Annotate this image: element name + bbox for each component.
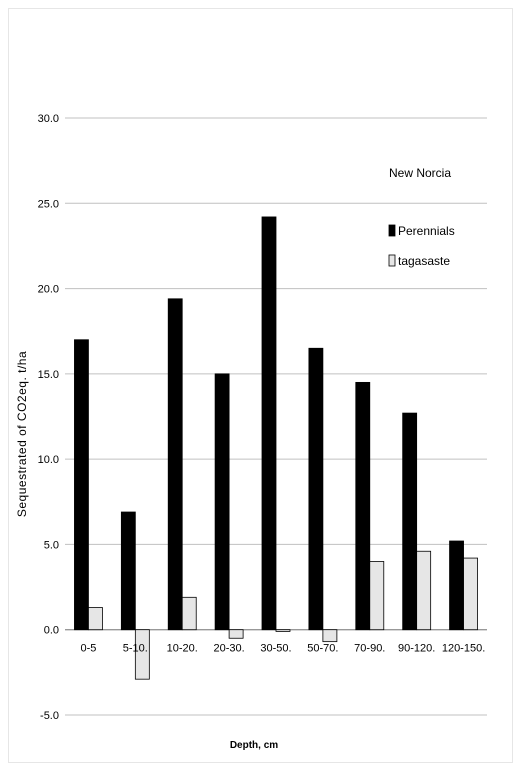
x-tick-label: 5-10. bbox=[123, 643, 148, 655]
legend-swatch bbox=[388, 254, 396, 267]
legend-swatch bbox=[388, 224, 396, 237]
bar-perennials bbox=[167, 298, 183, 631]
bar-tagasaste bbox=[369, 561, 385, 631]
x-tick-label: 90-120. bbox=[398, 643, 435, 655]
y-tick-label: 0.0 bbox=[44, 625, 59, 637]
bar-chart: -5.0 0.0 5.0 10.0 15.0 20.0 25.0 30.0 0-5 5-10. 1… bbox=[15, 113, 487, 751]
legend-label: tagasaste bbox=[398, 254, 450, 268]
x-tick-label: 120-150. bbox=[442, 643, 485, 655]
y-tick-label: 10.0 bbox=[38, 454, 59, 466]
bar-tagasaste bbox=[228, 629, 244, 639]
y-tick-label: 20.0 bbox=[38, 284, 59, 296]
bar-tagasaste bbox=[181, 596, 197, 631]
bar-perennials bbox=[261, 216, 277, 631]
x-tick-label: 70-90. bbox=[354, 643, 385, 655]
x-axis-ticks: 0-5 5-10. 10-20. 20-30. 30-50. 50-70. 70-90. 90… bbox=[80, 643, 485, 655]
bar-perennials bbox=[74, 339, 89, 631]
y-tick-label: 30.0 bbox=[38, 113, 59, 125]
bar-tagasaste bbox=[322, 629, 338, 643]
bar-perennials bbox=[308, 347, 324, 631]
x-tick-label: 30-50. bbox=[260, 643, 291, 655]
chart-frame: -5.0 0.0 5.0 10.0 15.0 20.0 25.0 30.0 0-5 5-10. 1… bbox=[8, 8, 513, 763]
bar-perennials bbox=[355, 381, 371, 631]
x-tick-label: 20-30. bbox=[214, 643, 245, 655]
bar-perennials bbox=[214, 373, 230, 631]
bar-perennials bbox=[449, 540, 464, 631]
bar-tagasaste bbox=[275, 629, 291, 632]
y-tick-label: 25.0 bbox=[38, 198, 59, 210]
y-tick-label: 15.0 bbox=[38, 369, 59, 381]
y-axis-title: Sequestrated of CO2eq. t/ha bbox=[15, 351, 29, 517]
y-tick-label: -5.0 bbox=[40, 710, 59, 722]
x-tick-label: 50-70. bbox=[307, 643, 338, 655]
bar-tagasaste bbox=[134, 629, 150, 680]
bar-tagasaste bbox=[88, 607, 103, 631]
bar-tagasaste bbox=[463, 557, 478, 631]
bar-perennials bbox=[402, 412, 418, 631]
bar-tagasaste bbox=[416, 550, 432, 631]
bars bbox=[74, 216, 478, 680]
x-axis-title: Depth, cm bbox=[230, 740, 278, 751]
y-tick-label: 5.0 bbox=[44, 539, 59, 551]
legend: Perennials tagasaste bbox=[388, 224, 455, 268]
bar-perennials bbox=[120, 511, 136, 631]
legend-label: Perennials bbox=[398, 224, 455, 238]
x-tick-label: 10-20. bbox=[167, 643, 198, 655]
x-tick-label: 0-5 bbox=[80, 643, 96, 655]
y-axis-ticks: -5.0 0.0 5.0 10.0 15.0 20.0 25.0 30.0 bbox=[38, 113, 59, 722]
chart-annotation: New Norcia bbox=[389, 166, 451, 180]
